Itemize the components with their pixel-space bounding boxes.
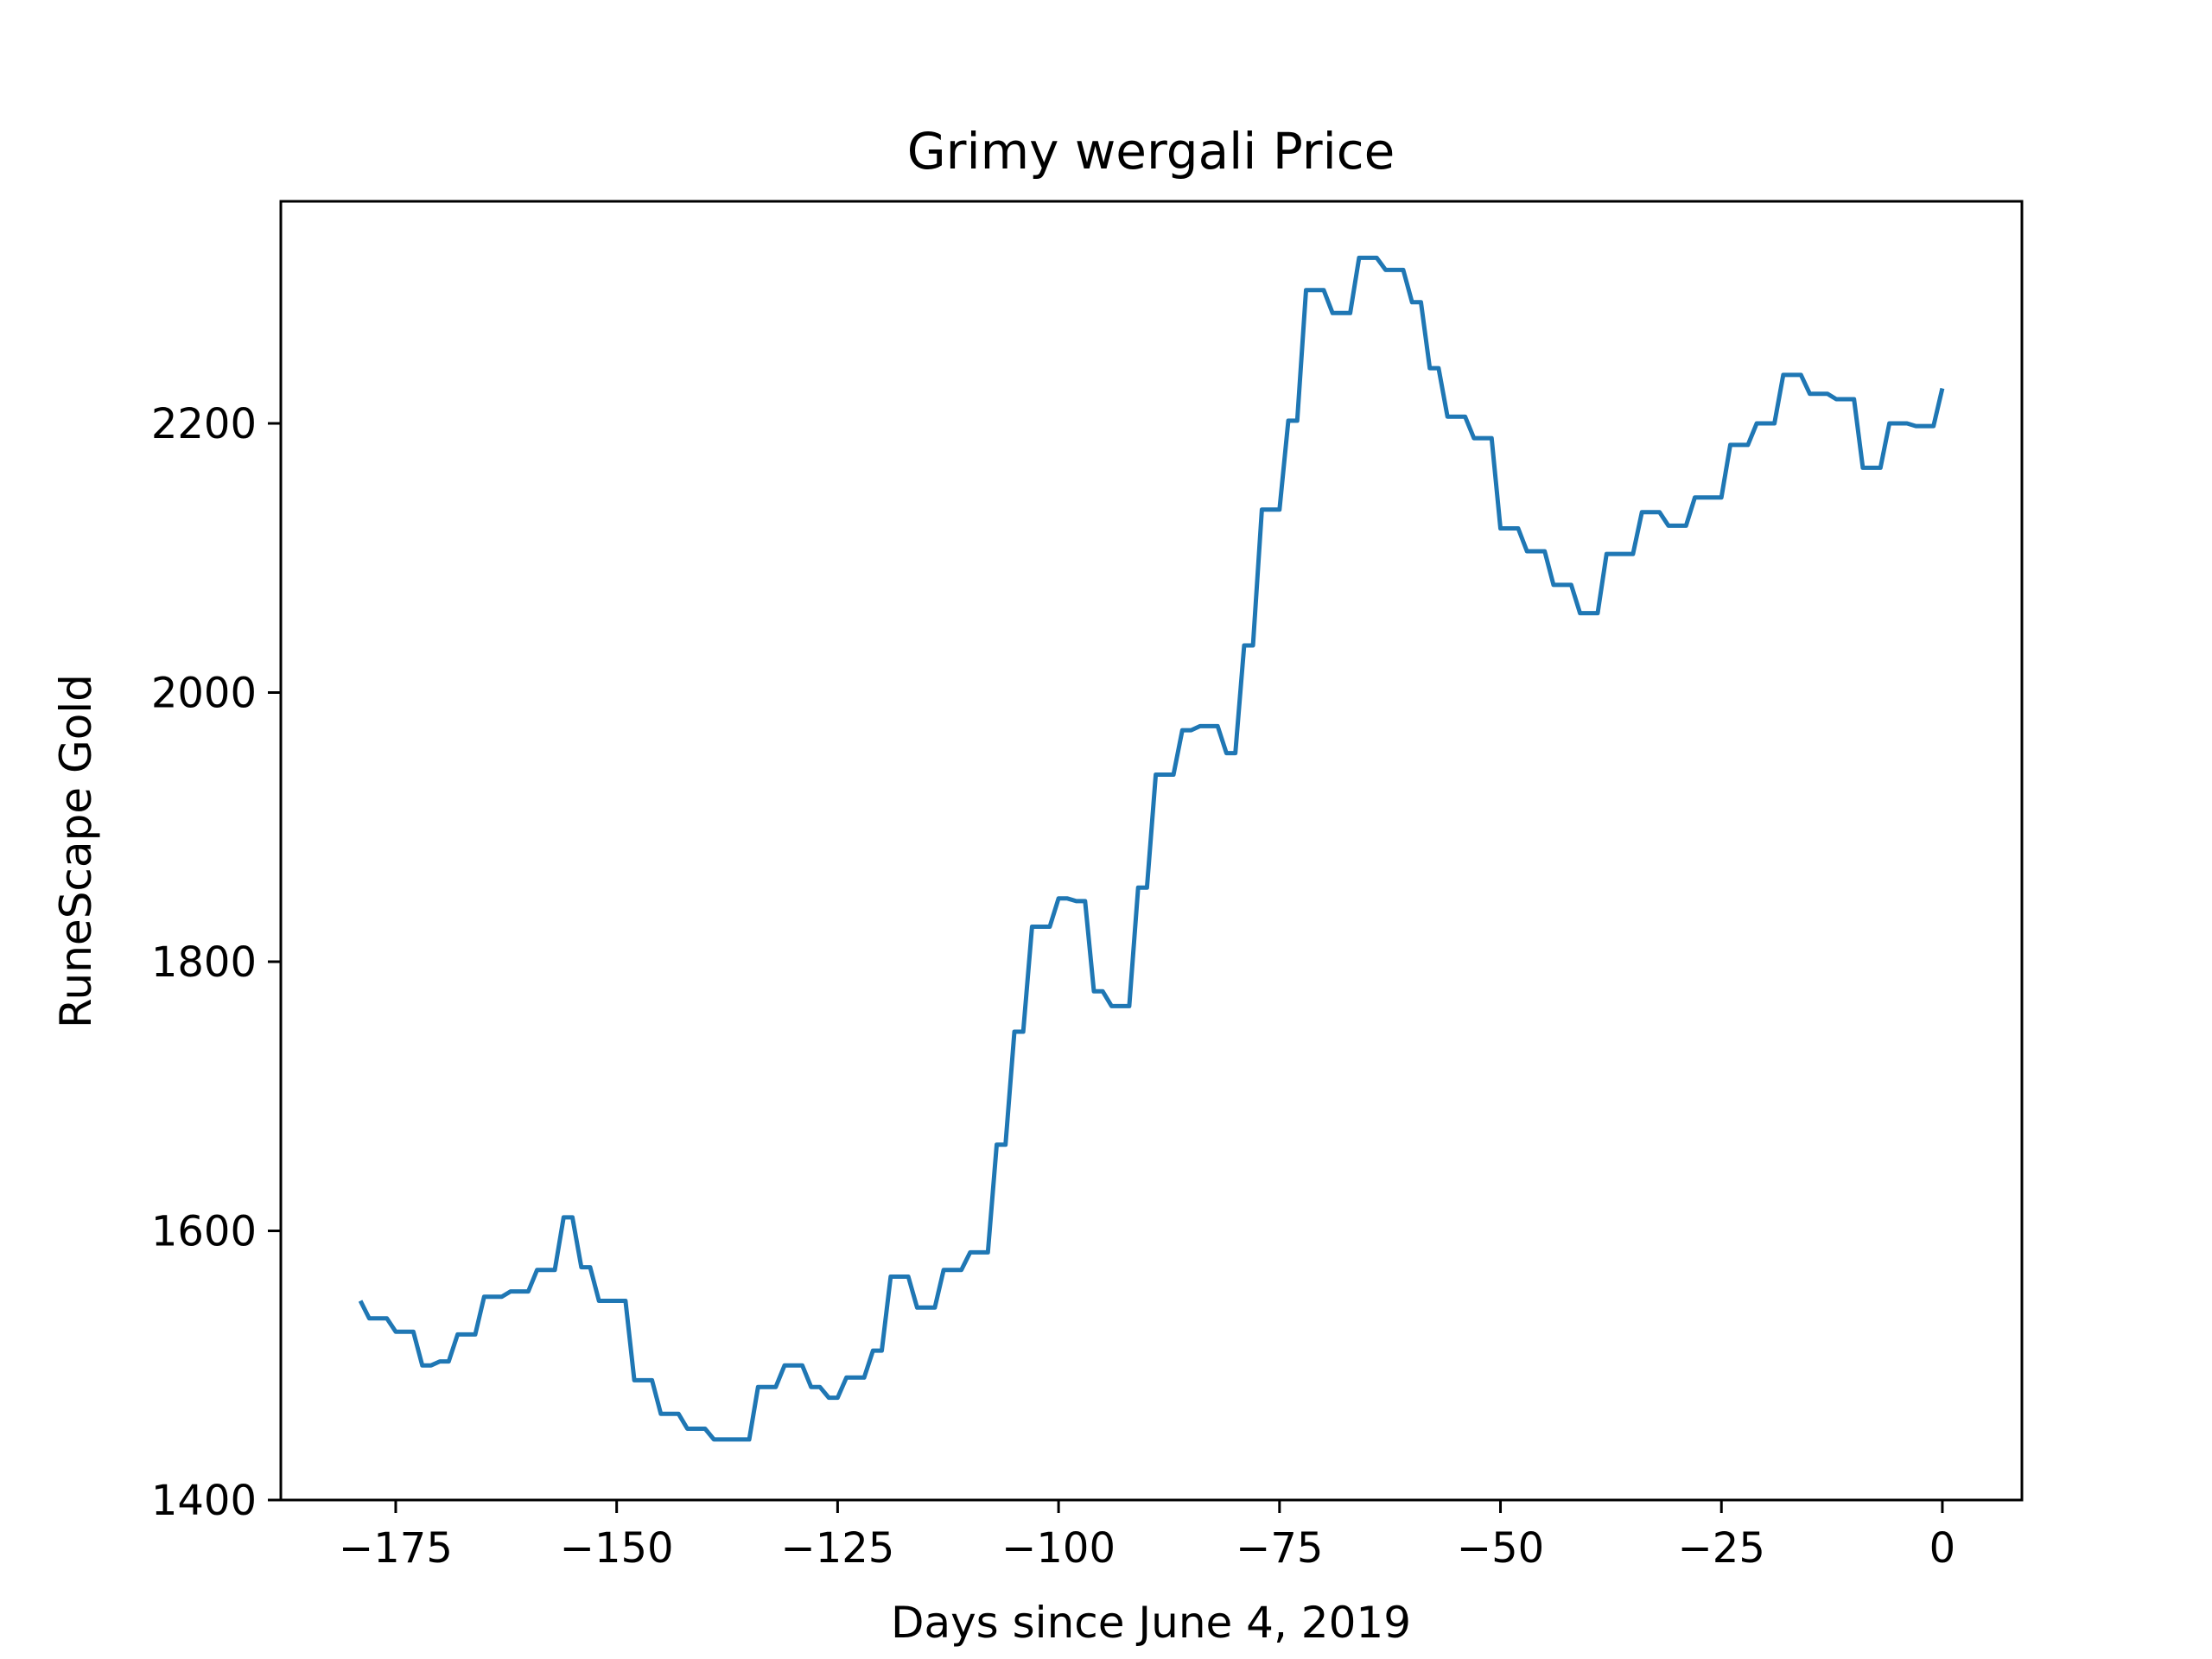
x-tick-label: −125 <box>780 1524 894 1573</box>
series-layer <box>358 255 1945 1442</box>
chart-title: Grimy wergali Price <box>907 122 1395 181</box>
y-tick-label: 2000 <box>151 669 257 717</box>
x-tick-label: −150 <box>560 1524 674 1573</box>
y-axis-ticks: 1400 1600 1800 2000 2200 <box>151 400 281 1525</box>
y-tick-label: 1800 <box>151 938 257 987</box>
y-axis-label: RuneScape Gold <box>51 674 101 1028</box>
series-line-0 <box>358 255 1945 1442</box>
y-tick-label: 1600 <box>151 1207 257 1255</box>
x-axis-ticks: −175 −150 −125 −100 −75 −50 −25 0 <box>339 1500 1955 1573</box>
y-tick-label: 2200 <box>151 400 257 448</box>
x-tick-label: −75 <box>1236 1524 1323 1573</box>
x-tick-label: −100 <box>1001 1524 1116 1573</box>
x-tick-label: −175 <box>339 1524 453 1573</box>
x-tick-label: −25 <box>1678 1524 1765 1573</box>
x-tick-label: −50 <box>1457 1524 1544 1573</box>
y-tick-label: 1400 <box>151 1477 257 1525</box>
plot-area-frame <box>279 200 2024 1502</box>
x-axis-label: Days since June 4, 2019 <box>891 1598 1411 1648</box>
x-tick-label: 0 <box>1929 1524 1956 1573</box>
